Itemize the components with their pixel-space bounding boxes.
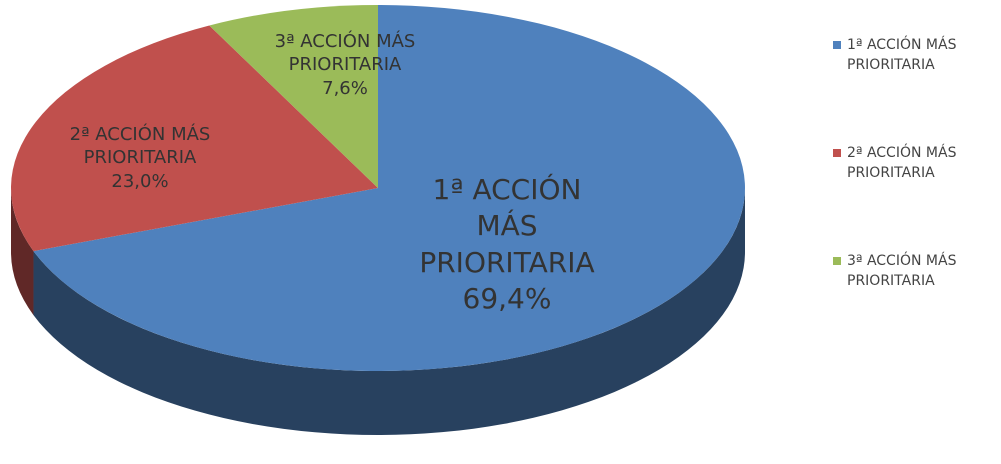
sides [10,188,745,435]
legend-swatch [833,149,841,157]
slice-side [33,188,745,435]
slice [33,5,745,371]
slice-label-value: 23,0% [111,170,169,192]
legend-swatch [833,41,841,49]
legend-item: 1ª ACCIÓN MÁS PRIORITARIA [833,36,987,75]
slice-label: 2ª ACCIÓN MÁS PRIORITARIA 23,0% [50,123,230,193]
legend-label: 2ª ACCIÓN MÁS PRIORITARIA [847,145,957,181]
slice [11,25,379,252]
slice-label-value: 69,4% [462,282,552,316]
slice-label-name: 2ª ACCIÓN MÁS PRIORITARIA [69,123,211,169]
slice-label-value: 7,6% [322,77,368,99]
slice-label: 3ª ACCIÓN MÁS PRIORITARIA 7,6% [260,30,430,100]
slice-label: 1ª ACCIÓN MÁS PRIORITARIA 69,4% [407,172,607,318]
slice [209,5,378,188]
legend-swatch [833,257,841,265]
legend-item: 2ª ACCIÓN MÁS PRIORITARIA [833,144,987,183]
legend-label: 1ª ACCIÓN MÁS PRIORITARIA [847,37,957,73]
slice-label-name: 3ª ACCIÓN MÁS PRIORITARIA [274,30,416,76]
slice-side [10,188,34,316]
slice-label-name: 1ª ACCIÓN MÁS PRIORITARIA [419,173,595,279]
tops [11,5,745,371]
legend-label: 3ª ACCIÓN MÁS PRIORITARIA [847,253,957,289]
legend-item: 3ª ACCIÓN MÁS PRIORITARIA [833,252,987,291]
